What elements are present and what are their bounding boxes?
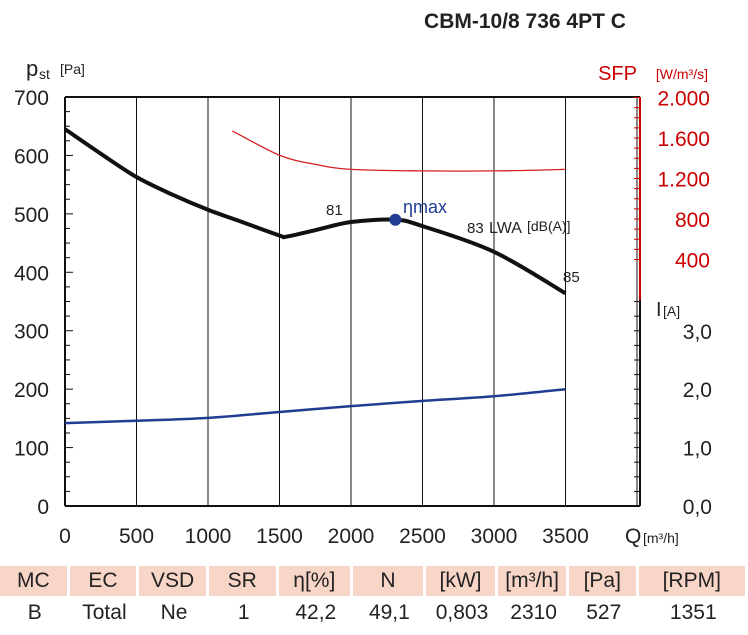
specs-header-row: MC EC VSD SR η[%] N [kW] [m³/h] [Pa] [RPM] bbox=[0, 565, 748, 597]
x-tick-label: 2000 bbox=[328, 525, 375, 548]
x-axis-unit: [m³/h] bbox=[643, 530, 679, 546]
table-header-cell: [RPM] bbox=[638, 566, 745, 596]
specs-value-row: B Total Ne 1 42,2 49,1 0,803 2310 527 1351 bbox=[0, 597, 748, 629]
eta-max-label: ηmax bbox=[403, 197, 447, 217]
sfp-axis-label: SFP bbox=[598, 63, 637, 85]
table-value-cell: 527 bbox=[586, 601, 622, 624]
sfp-tick-label: 2.000 bbox=[657, 88, 710, 111]
table-header-cell: [Pa] bbox=[568, 566, 636, 596]
y-tick-label: 100 bbox=[14, 438, 49, 461]
lwa-81-label: 81 bbox=[326, 202, 343, 219]
x-tick-label: 500 bbox=[119, 525, 154, 548]
lwa-83-label: 83 bbox=[467, 220, 484, 237]
y-axis-label: p bbox=[26, 56, 38, 81]
table-value-cell: Total bbox=[82, 601, 127, 624]
table-header-cell: η[%] bbox=[278, 566, 351, 596]
table-header-cell: [m³/h] bbox=[498, 566, 566, 596]
y-tick-label: 400 bbox=[14, 262, 49, 285]
current-axis-label: I bbox=[656, 299, 662, 321]
current-curve bbox=[64, 387, 566, 425]
table-header-cell: N bbox=[353, 566, 423, 596]
sfp-tick-label: 1.200 bbox=[657, 169, 710, 192]
sfp-axis-unit: [W/m³/s] bbox=[656, 66, 708, 82]
specs-table: MC EC VSD SR η[%] N [kW] [m³/h] [Pa] [RPM] B Total… bbox=[0, 565, 748, 629]
table-value-cell: 1351 bbox=[669, 601, 717, 624]
current-tick-label: 1,0 bbox=[683, 438, 712, 461]
lwa-unit: [dB(A)] bbox=[527, 218, 571, 234]
table-value-cell: 49,1 bbox=[368, 601, 410, 624]
y-tick-label: 600 bbox=[14, 145, 49, 168]
sfp-tick-label: 800 bbox=[675, 209, 710, 232]
table-header-cell: VSD bbox=[139, 566, 206, 596]
table-value-cell: Ne bbox=[160, 601, 188, 624]
table-value-cell: 2310 bbox=[510, 601, 557, 624]
fan-performance-chart: CBM-10/8 736 4PT C 0 100 200 300 400 500 600 700… bbox=[14, 10, 712, 548]
y-tick-label: 300 bbox=[14, 321, 49, 344]
lwa-label: LWA bbox=[489, 220, 522, 237]
table-header-cell: [kW] bbox=[425, 566, 496, 596]
current-tick-label: 3,0 bbox=[683, 321, 712, 344]
table-value-cell: 1 bbox=[237, 601, 250, 624]
y-axis-label-sub: st bbox=[39, 66, 50, 82]
y-tick-label: 700 bbox=[14, 87, 49, 110]
x-tick-label: 3500 bbox=[542, 525, 589, 548]
sfp-tick-label: 400 bbox=[675, 250, 710, 273]
eta-max-point bbox=[389, 213, 402, 226]
current-tick-label: 2,0 bbox=[683, 379, 712, 402]
x-tick-label: 1500 bbox=[256, 525, 303, 548]
chart-title: CBM-10/8 736 4PT C bbox=[424, 10, 626, 33]
x-tick-label: 0 bbox=[59, 525, 71, 548]
table-header-cell: MC bbox=[0, 566, 67, 596]
SFP-curve bbox=[232, 130, 566, 172]
table-header-cell: EC bbox=[69, 566, 137, 596]
pressure-curve bbox=[63, 127, 567, 296]
x-axis-label: Q bbox=[625, 525, 641, 548]
current-tick-label: 0,0 bbox=[683, 496, 712, 519]
sfp-tick-label: 1.600 bbox=[657, 128, 710, 151]
current-axis-unit: [A] bbox=[663, 303, 680, 319]
table-value-cell: 42,2 bbox=[295, 601, 337, 624]
table-value-cell: 0,803 bbox=[435, 601, 489, 624]
table-header-cell: SR bbox=[208, 566, 276, 596]
y-tick-label: 500 bbox=[14, 204, 49, 227]
x-tick-label: 2500 bbox=[399, 525, 446, 548]
y-tick-label: 0 bbox=[37, 496, 49, 519]
lwa-85-label: 85 bbox=[563, 269, 580, 286]
table-value-cell: B bbox=[27, 601, 42, 624]
y-axis-unit: [Pa] bbox=[60, 61, 85, 77]
y-tick-label: 200 bbox=[14, 379, 49, 402]
x-tick-label: 3000 bbox=[471, 525, 518, 548]
x-tick-label: 1000 bbox=[185, 525, 232, 548]
